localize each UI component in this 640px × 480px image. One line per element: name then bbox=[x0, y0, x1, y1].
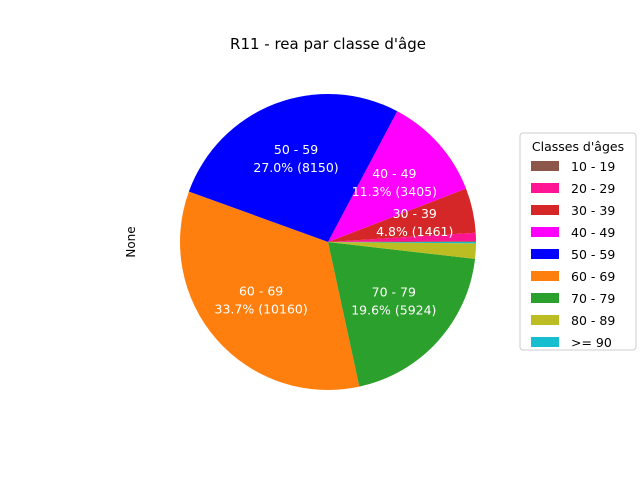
legend-swatch bbox=[531, 183, 559, 193]
legend-swatch bbox=[531, 161, 559, 171]
legend-items: 10 - 19 20 - 29 30 - 39 40 - 49 50 - 59 60 - … bbox=[531, 159, 615, 350]
legend-title: Classes d'âges bbox=[532, 139, 624, 154]
pie-slice bbox=[328, 242, 476, 259]
pie-slice bbox=[328, 188, 476, 242]
slice-label: 70 - 79 19.6% (5924) bbox=[351, 285, 436, 318]
slice-label: 50 - 59 27.0% (8150) bbox=[253, 142, 338, 175]
legend-label: 60 - 69 bbox=[571, 269, 615, 284]
legend-label: 30 - 39 bbox=[571, 203, 615, 218]
legend-swatch bbox=[531, 293, 559, 303]
pie-slice bbox=[328, 111, 467, 242]
pie-slice bbox=[180, 191, 360, 390]
legend-swatch bbox=[531, 249, 559, 259]
legend-swatch bbox=[531, 227, 559, 237]
slice-label: 60 - 69 33.7% (10160) bbox=[215, 283, 308, 316]
legend-label: 80 - 89 bbox=[571, 313, 615, 328]
legend-swatch bbox=[531, 315, 559, 325]
slice-label: 40 - 49 11.3% (3405) bbox=[352, 166, 437, 199]
pie-slice bbox=[328, 242, 476, 244]
y-axis-label: None bbox=[124, 226, 138, 257]
legend-label: 10 - 19 bbox=[571, 159, 615, 174]
slice-label: 30 - 39 4.8% (1461) bbox=[376, 206, 453, 239]
pie-slice bbox=[328, 242, 476, 387]
legend-label: 70 - 79 bbox=[571, 291, 615, 306]
pie-slices bbox=[180, 94, 477, 390]
pie-slice bbox=[328, 241, 477, 242]
legend-swatch bbox=[531, 271, 559, 281]
chart-title: R11 - rea par classe d'âge bbox=[230, 35, 426, 53]
legend: Classes d'âges 10 - 19 20 - 29 30 - 39 40 -… bbox=[519, 132, 637, 351]
legend-label: 50 - 59 bbox=[571, 247, 615, 262]
pie-slice bbox=[328, 232, 476, 242]
pie-slice bbox=[188, 94, 398, 242]
legend-label: >= 90 bbox=[571, 335, 612, 350]
legend-swatch bbox=[531, 205, 559, 215]
pie-slice-labels: 30 - 39 4.8% (1461) 40 - 49 11.3% (3405) 50 … bbox=[215, 142, 454, 317]
legend-swatch bbox=[531, 337, 559, 347]
legend-label: 20 - 29 bbox=[571, 181, 615, 196]
legend-label: 40 - 49 bbox=[571, 225, 615, 240]
